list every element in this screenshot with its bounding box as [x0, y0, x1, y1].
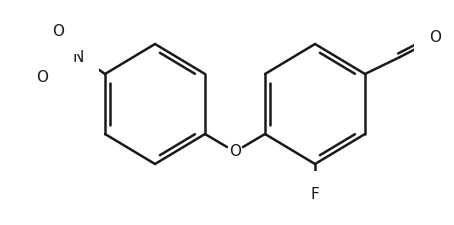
Text: O: O	[52, 24, 64, 39]
Text: O: O	[429, 30, 441, 45]
Text: O: O	[229, 144, 241, 159]
Text: F: F	[311, 187, 319, 202]
Text: O: O	[36, 70, 48, 85]
Text: N: N	[72, 50, 84, 65]
